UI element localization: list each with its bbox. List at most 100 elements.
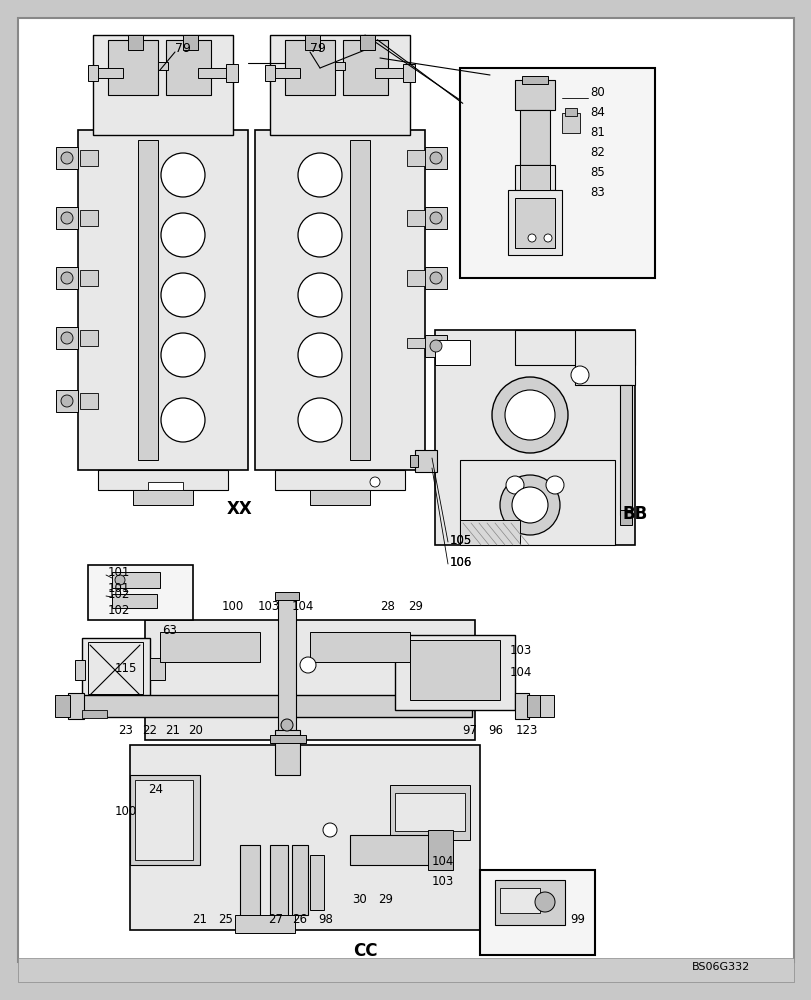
Text: 102: 102 [108, 603, 131, 616]
Bar [406, 338, 424, 348]
Bar [519, 165, 549, 190]
Text: 30: 30 [351, 893, 367, 906]
Circle shape [430, 152, 441, 164]
Text: 115: 115 [115, 662, 137, 674]
Bar [80, 210, 98, 226]
Bar [394, 793, 465, 831]
Text: 106: 106 [449, 556, 472, 568]
Circle shape [570, 366, 588, 384]
Bar [521, 76, 547, 84]
Bar [18, 958, 793, 982]
Text: 22: 22 [142, 724, 157, 736]
Text: 28: 28 [380, 600, 394, 613]
Bar [292, 845, 307, 915]
Bar [80, 330, 98, 346]
Bar [620, 385, 631, 515]
Bar [82, 695, 471, 717]
Bar [275, 470, 405, 490]
Text: 21: 21 [165, 724, 180, 736]
Bar [150, 658, 165, 680]
Bar [93, 68, 122, 78]
Bar [424, 207, 446, 229]
Bar [56, 327, 78, 349]
Text: 96: 96 [487, 724, 502, 736]
Bar [56, 267, 78, 289]
Text: 105: 105 [449, 534, 472, 546]
Bar [78, 130, 247, 470]
Bar [270, 735, 306, 743]
Text: 27: 27 [268, 913, 283, 926]
Circle shape [430, 340, 441, 352]
Bar [270, 845, 288, 920]
Bar [112, 572, 160, 588]
Bar [98, 470, 228, 490]
Circle shape [115, 575, 125, 585]
Circle shape [161, 273, 204, 317]
Bar [410, 455, 418, 467]
Bar [56, 390, 78, 412]
Bar [519, 110, 549, 165]
Circle shape [298, 153, 341, 197]
Bar [406, 270, 424, 286]
Circle shape [527, 234, 535, 242]
Circle shape [298, 398, 341, 442]
Bar [56, 147, 78, 169]
Bar [82, 638, 150, 706]
Bar [406, 150, 424, 166]
Bar [574, 330, 634, 385]
Bar [460, 460, 614, 545]
Text: 79: 79 [175, 42, 191, 55]
Bar [335, 62, 345, 70]
Text: XX: XX [227, 500, 252, 518]
Circle shape [298, 333, 341, 377]
Circle shape [370, 477, 380, 487]
Bar [539, 695, 553, 717]
Bar [138, 140, 158, 460]
Text: 63: 63 [162, 624, 177, 637]
Bar [93, 35, 233, 135]
Text: 21: 21 [191, 913, 207, 926]
Text: 84: 84 [590, 106, 604, 119]
Text: 105: 105 [449, 534, 472, 546]
Bar [342, 40, 388, 95]
Bar [130, 745, 479, 930]
Bar [435, 340, 470, 365]
Text: 98: 98 [318, 913, 333, 926]
Text: 104: 104 [292, 600, 314, 613]
Bar [75, 660, 85, 680]
Text: 80: 80 [590, 86, 604, 99]
Bar [165, 40, 211, 95]
Circle shape [61, 332, 73, 344]
Bar [270, 68, 299, 78]
Bar [198, 68, 233, 78]
Bar [225, 64, 238, 82]
Bar [394, 635, 514, 710]
Bar [406, 210, 424, 226]
Bar [514, 693, 528, 719]
Bar [389, 785, 470, 840]
Bar [514, 165, 554, 190]
Bar [350, 835, 435, 865]
Bar [80, 150, 98, 166]
Bar [508, 190, 561, 255]
Circle shape [61, 272, 73, 284]
Circle shape [161, 213, 204, 257]
Bar [158, 62, 168, 70]
Bar [112, 594, 157, 608]
Bar [82, 710, 107, 718]
Bar [264, 65, 275, 81]
Bar [277, 595, 296, 740]
Bar [80, 393, 98, 409]
Text: 24: 24 [148, 783, 163, 796]
Bar [460, 520, 519, 545]
Circle shape [61, 152, 73, 164]
Bar [561, 113, 579, 133]
Text: 85: 85 [590, 166, 604, 179]
Circle shape [299, 657, 315, 673]
Bar [310, 490, 370, 505]
Bar [424, 147, 446, 169]
Circle shape [543, 234, 551, 242]
Bar [495, 880, 564, 925]
Text: 103: 103 [509, 644, 531, 656]
Bar [514, 198, 554, 248]
